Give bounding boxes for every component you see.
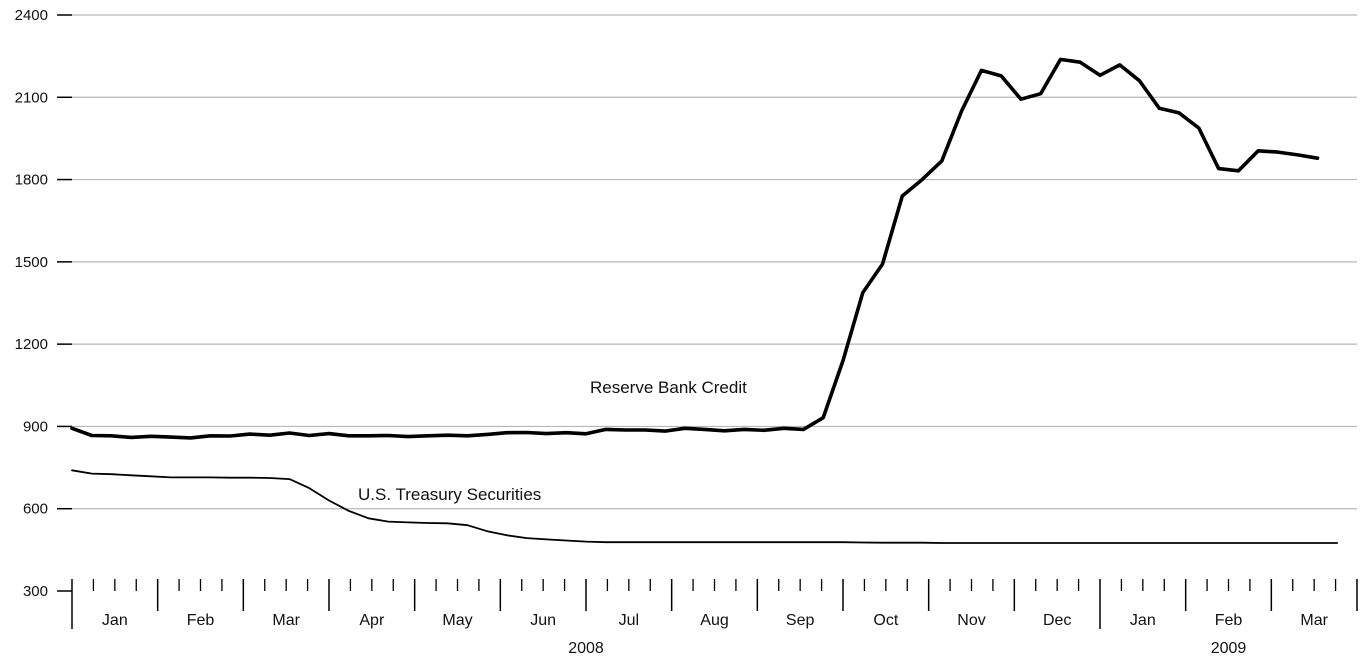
y-tick-label: 2100 (15, 89, 48, 106)
y-tick-label: 300 (23, 583, 48, 600)
series-label-us-treasury-securities: U.S. Treasury Securities (358, 485, 541, 504)
month-label: Feb (187, 612, 215, 629)
year-label: 2008 (568, 640, 604, 657)
month-label: Sep (786, 612, 815, 629)
year-label: 2009 (1211, 640, 1247, 657)
y-axis: 300 600 900 1200 1500 1800 2100 2400 (15, 7, 72, 600)
month-label: Nov (957, 612, 985, 629)
gridlines (72, 14, 1357, 510)
month-label: Mar (1300, 612, 1328, 629)
series-line-reserve-bank-credit (70, 57, 1320, 440)
y-tick-label: 600 (23, 501, 48, 518)
month-label: Feb (1215, 612, 1243, 629)
series-label-reserve-bank-credit: Reserve Bank Credit (590, 378, 747, 397)
month-label: Jan (1130, 612, 1156, 629)
y-tick-label: 2400 (15, 7, 48, 24)
month-label: Apr (359, 612, 385, 629)
month-label: Aug (700, 612, 728, 629)
month-label: Dec (1043, 612, 1071, 629)
month-label: Jul (619, 612, 639, 629)
series-line-us-treasury-securities (71, 469, 1339, 544)
y-tick-label: 1500 (15, 254, 48, 271)
x-axis: Jan Feb Mar Apr May Jun Jul Aug Sep Oct Nov Dec Jan F… (71, 579, 1358, 657)
y-tick-label: 1200 (15, 336, 48, 353)
month-label: Mar (272, 612, 300, 629)
month-label: Jun (530, 612, 556, 629)
y-tick-label: 900 (23, 418, 48, 435)
month-label: May (442, 612, 472, 629)
month-label: Oct (873, 612, 898, 629)
y-tick-label: 1800 (15, 172, 48, 189)
series-group (70, 57, 1339, 544)
month-label: Jan (102, 612, 128, 629)
